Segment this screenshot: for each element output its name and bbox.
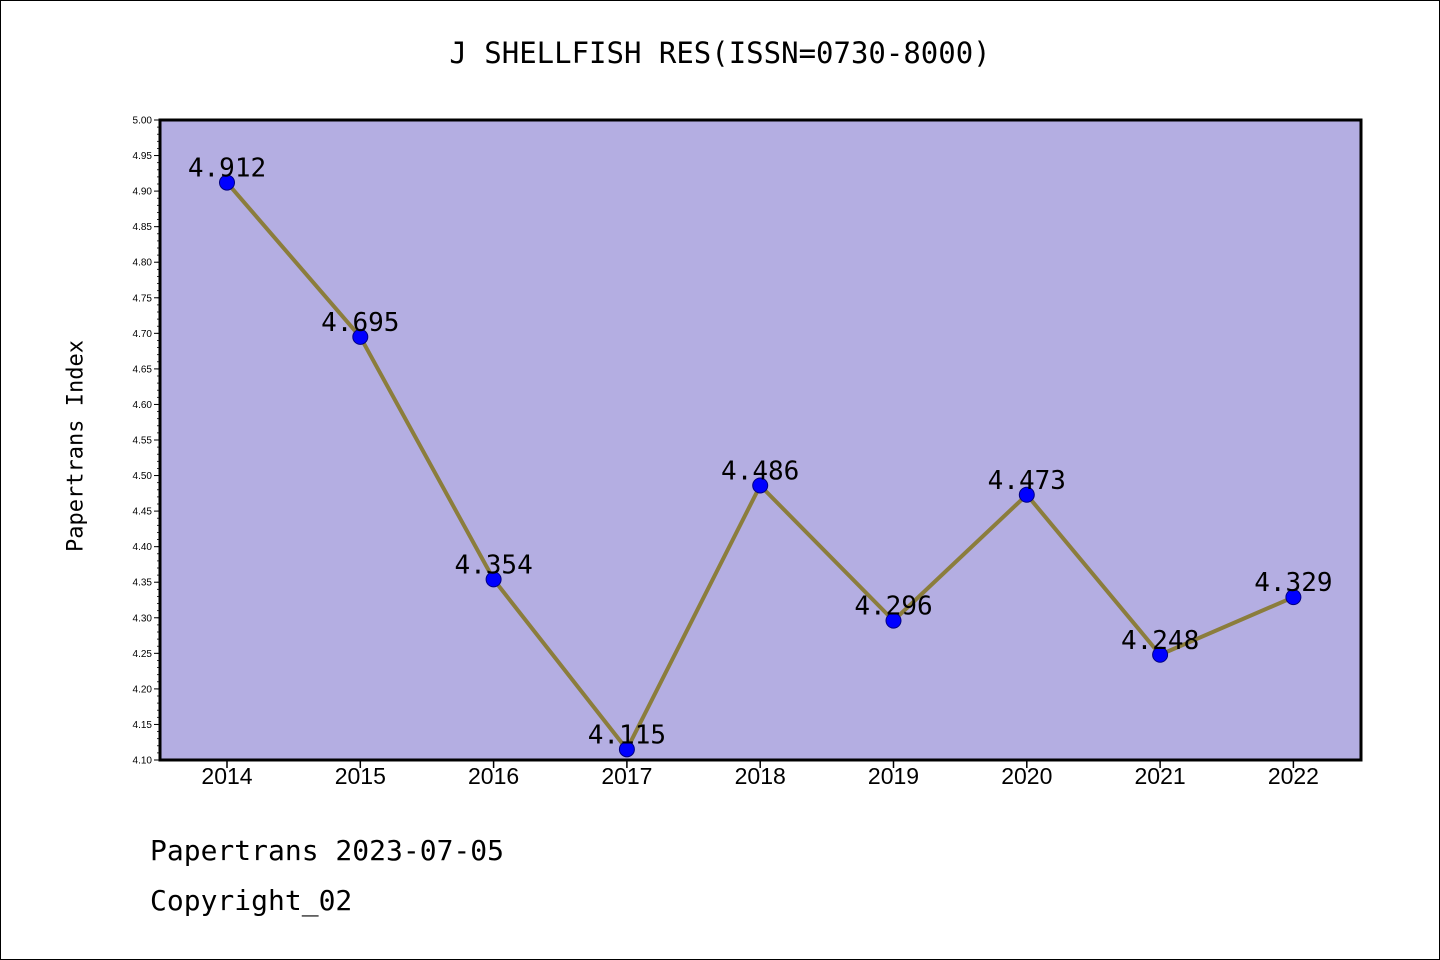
y-tick-label: 4.75	[133, 293, 153, 304]
y-tick-label: 4.80	[133, 258, 153, 269]
data-label: 4.695	[321, 308, 399, 338]
data-point	[1018, 486, 1035, 503]
x-tick-label: 2016	[468, 763, 519, 789]
x-tick-label: 2022	[1268, 763, 1319, 789]
data-label: 4.486	[721, 457, 799, 487]
y-tick-label: 4.15	[133, 720, 153, 731]
chart-title: J SHELLFISH RES(ISSN=0730-8000)	[449, 36, 991, 70]
y-tick-label: 4.50	[133, 471, 153, 482]
y-tick-label: 4.85	[133, 222, 153, 233]
x-tick-label: 2020	[1001, 763, 1052, 789]
x-tick-label: 2017	[601, 763, 652, 789]
data-point	[885, 612, 902, 629]
y-tick-label: 4.10	[133, 756, 153, 767]
x-tick-label: 2021	[1135, 763, 1186, 789]
y-tick-label: 4.65	[133, 364, 153, 375]
data-point	[752, 477, 769, 494]
y-tick-label: 4.40	[133, 542, 153, 553]
y-tick-label: 4.60	[133, 400, 153, 411]
data-point	[1152, 646, 1169, 663]
y-tick-label: 4.95	[133, 151, 153, 162]
data-label: 4.912	[188, 154, 266, 184]
data-point	[618, 741, 635, 758]
x-tick-label: 2018	[735, 763, 786, 789]
plot-border	[158, 118, 1363, 762]
y-tick-label: 4.70	[133, 329, 153, 340]
x-tick-label: 2014	[201, 763, 252, 789]
y-tick-label: 4.35	[133, 578, 153, 589]
y-tick-label: 4.25	[133, 649, 153, 660]
y-tick-label: 4.55	[133, 436, 153, 447]
data-label: 4.473	[988, 466, 1066, 496]
data-label: 4.296	[854, 592, 932, 622]
y-tick-label: 4.45	[133, 507, 153, 518]
data-point	[485, 571, 502, 588]
y-tick-label: 4.20	[133, 684, 153, 695]
y-tick-label: 5.00	[133, 116, 153, 127]
data-point	[352, 328, 369, 345]
data-point	[1285, 589, 1302, 606]
data-label: 4.248	[1121, 626, 1199, 656]
y-tick-label: 4.90	[133, 187, 153, 198]
data-label: 4.115	[588, 720, 666, 750]
footer-date: Papertrans 2023-07-05	[150, 834, 505, 867]
plot-area	[160, 120, 1361, 760]
data-point	[219, 174, 235, 191]
x-tick-label: 2015	[335, 763, 386, 789]
x-tick-label: 2019	[868, 763, 919, 789]
footer-copyright: Copyright_02	[150, 884, 353, 917]
data-label: 4.354	[454, 550, 532, 580]
y-tick-label: 4.30	[133, 613, 153, 624]
data-label: 4.329	[1254, 568, 1332, 598]
